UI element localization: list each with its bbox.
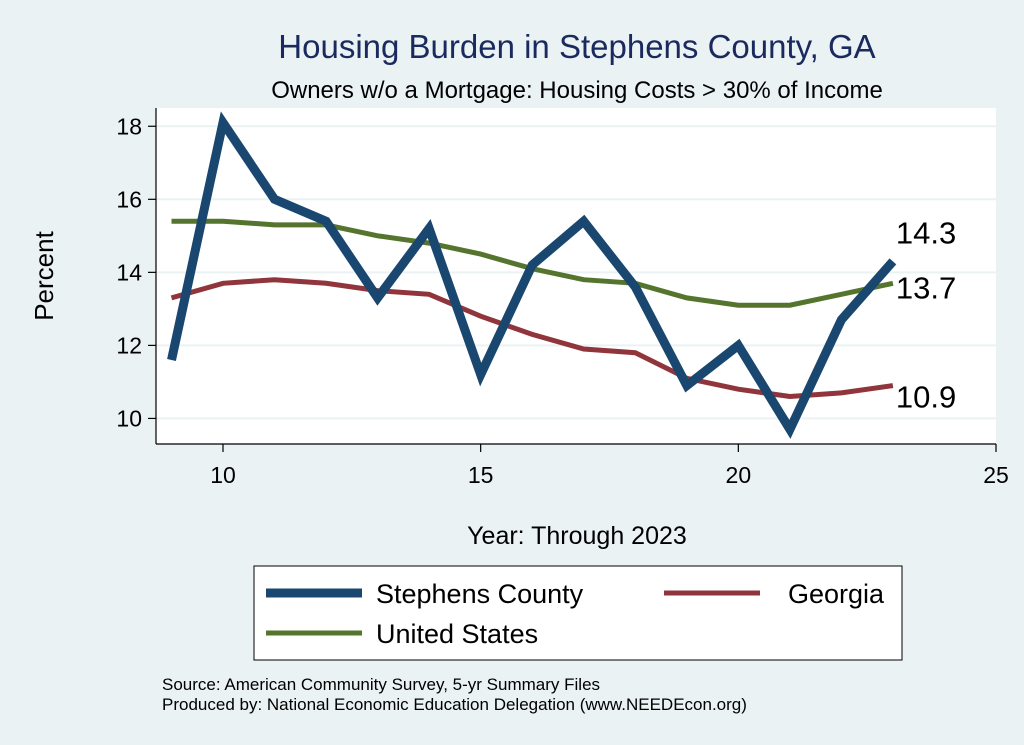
y-tick-label-18: 18 bbox=[116, 113, 142, 139]
x-tick-label-10: 10 bbox=[210, 462, 236, 488]
series-lines bbox=[167, 111, 897, 439]
x-axis-label: Year: Through 2023 bbox=[467, 522, 687, 550]
y-axis-label: Percent bbox=[29, 230, 59, 320]
x-tick-label-25: 25 bbox=[983, 462, 1009, 488]
source-line-2: Produced by: National Economic Education… bbox=[162, 695, 747, 714]
legend-label-united-states: United States bbox=[376, 619, 538, 649]
y-tick-label-10: 10 bbox=[116, 405, 142, 431]
chart-subtitle: Owners w/o a Mortgage: Housing Costs > 3… bbox=[271, 77, 883, 104]
legend-label-stephens-county: Stephens County bbox=[376, 579, 584, 609]
x-tick-label-20: 20 bbox=[726, 462, 752, 488]
end-labels: 14.3 10.9 13.7 bbox=[896, 215, 956, 414]
chart-title: Housing Burden in Stephens County, GA bbox=[278, 28, 875, 65]
end-label-georgia: 10.9 bbox=[896, 380, 956, 415]
grid-lines bbox=[156, 125, 996, 420]
y-tick-label-16: 16 bbox=[116, 186, 142, 212]
end-label-united-states: 13.7 bbox=[896, 270, 956, 305]
y-tick-label-14: 14 bbox=[116, 259, 142, 285]
plot-area: 10 12 14 16 18 10 15 20 25 14.3 10.9 13.7 bbox=[116, 108, 1009, 488]
y-tick-label-12: 12 bbox=[116, 332, 142, 358]
axes: 10 12 14 16 18 10 15 20 25 bbox=[116, 108, 1009, 488]
end-label-stephens-county: 14.3 bbox=[896, 215, 956, 250]
source-line-1: Source: American Community Survey, 5-yr … bbox=[162, 675, 600, 694]
legend-label-georgia: Georgia bbox=[788, 579, 885, 609]
legend-box bbox=[253, 565, 903, 661]
legend: Stephens County Georgia United States bbox=[253, 565, 903, 661]
x-tick-label-15: 15 bbox=[468, 462, 494, 488]
